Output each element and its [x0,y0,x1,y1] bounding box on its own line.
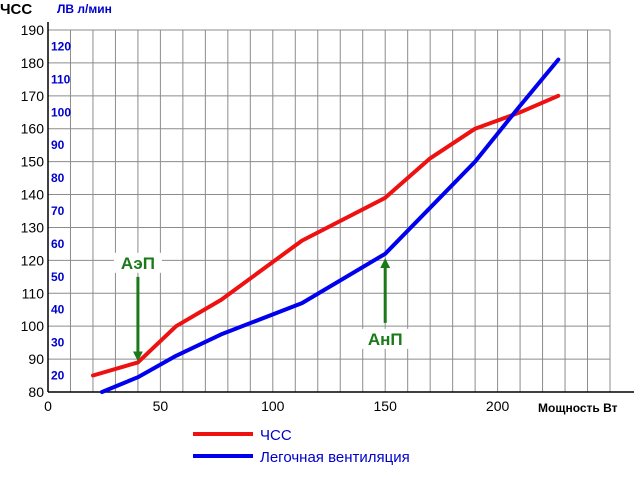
y2-axis-title: ЛВ л/мин [57,2,112,16]
y2-tick-label: 60 [51,237,65,251]
x-tick-label: 100 [261,398,285,414]
y-tick-label: 100 [21,318,45,334]
legend: ЧСС Легочная вентиляция [193,427,410,466]
y-tick-label: 130 [21,219,45,235]
x-axis-ticks: 0 50 100 150 200 [44,398,509,414]
series-line-hr [91,93,561,378]
y-tick-label: 140 [21,187,45,203]
y-tick-label: 160 [21,121,45,137]
y-tick-label: 170 [21,88,45,104]
y-tick-label: 150 [21,154,45,170]
y-tick-label: 110 [22,285,45,301]
series-layer [91,57,561,394]
y2-tick-label: 110 [51,72,71,86]
y-tick-label: 90 [28,351,44,367]
aerobic-threshold-label: АэП [121,254,155,273]
y-tick-label: 180 [21,55,45,71]
legend-label-ventilation: Легочная вентиляция [260,449,410,466]
y-tick-label: 190 [21,22,45,38]
y2-tick-label: 80 [51,171,65,185]
series-line-ventilation [100,57,561,394]
y2-tick-label: 90 [51,138,65,152]
y2-tick-label: 120 [51,39,71,53]
y2-tick-label: 100 [51,105,71,119]
x-tick-label: 50 [153,398,169,414]
y2-tick-label: 40 [51,303,65,317]
annotation-label-bg [361,328,410,349]
y-tick-label: 120 [21,252,45,268]
y2-tick-label: 30 [51,336,65,350]
x-tick-label: 150 [374,398,398,414]
y2-tick-label: 50 [51,270,65,284]
annotations: АэП АнП [113,252,410,362]
y-axis-ticks: 80 90 100 110 120 130 140 150 160 170 180 190 [21,22,45,400]
y2-tick-label: 70 [51,204,65,218]
x-tick-label: 200 [486,398,510,414]
legend-label-hr: ЧСС [260,427,292,444]
grid [47,22,634,393]
y-tick-label: 80 [28,384,44,400]
x-axis-title: Мощность Вт [538,401,618,415]
y-axis-title: ЧСС [0,1,32,18]
anaerobic-threshold-label: АнП [368,330,403,349]
y2-axis-ticks: 20 30 40 50 60 70 80 90 100 110 120 [51,39,71,382]
annotation-label-bg [113,252,162,273]
x-tick-label: 0 [44,398,52,414]
y2-tick-label: 20 [51,369,65,383]
